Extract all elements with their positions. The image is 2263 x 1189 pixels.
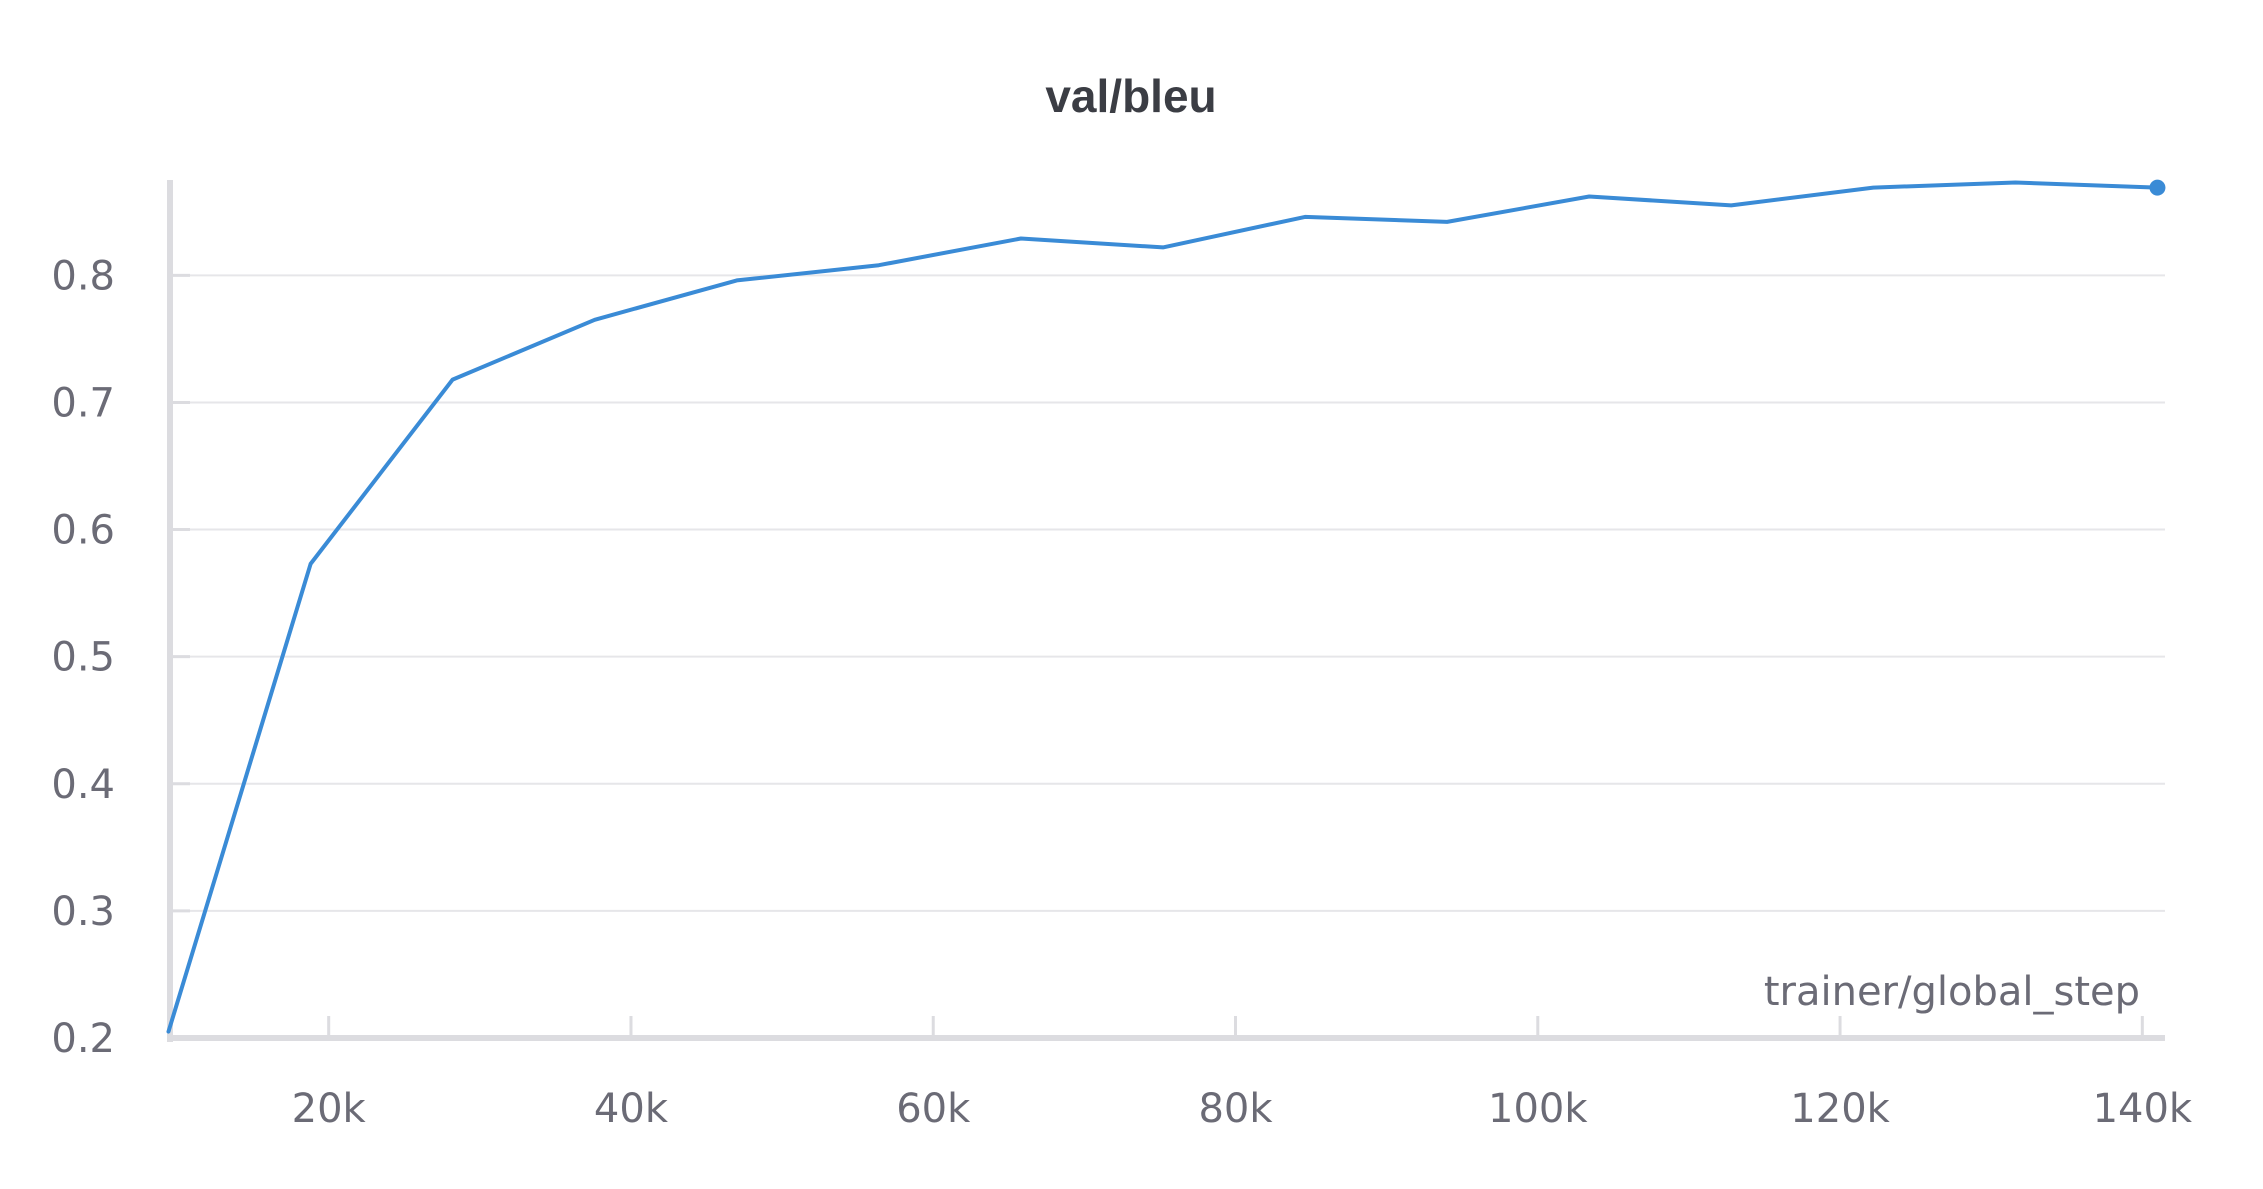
x-axis-label: trainer/global_step <box>1764 969 2140 1015</box>
chart-title: val/bleu <box>1045 70 1216 122</box>
y-tick-label: 0.8 <box>51 253 115 299</box>
y-tick-label: 0.4 <box>51 762 115 808</box>
series-layer <box>166 179 2166 1034</box>
series-line <box>166 180 2160 1034</box>
x-tick-label: 120k <box>1790 1086 1890 1132</box>
x-tick-label: 60k <box>896 1086 971 1132</box>
axes <box>167 180 2165 1042</box>
x-tick-label: 40k <box>594 1086 669 1132</box>
y-tick-label: 0.7 <box>51 380 115 426</box>
y-tick-label: 0.2 <box>51 1016 115 1062</box>
x-tick-label: 140k <box>2093 1086 2193 1132</box>
x-tick-label: 20k <box>292 1086 367 1132</box>
last-point-marker <box>2149 179 2166 196</box>
tick-labels: 0.2 0.3 0.4 0.5 0.6 0.7 0.8 20k 40k 60k 80k 100k 120… <box>51 253 2193 1132</box>
y-tick-label: 0.5 <box>51 635 115 681</box>
x-tick-label: 100k <box>1488 1086 1588 1132</box>
y-tick-label: 0.6 <box>51 508 115 554</box>
gridlines <box>170 274 2165 912</box>
x-tick-label: 80k <box>1198 1086 1273 1132</box>
y-tick-label: 0.3 <box>51 889 115 935</box>
